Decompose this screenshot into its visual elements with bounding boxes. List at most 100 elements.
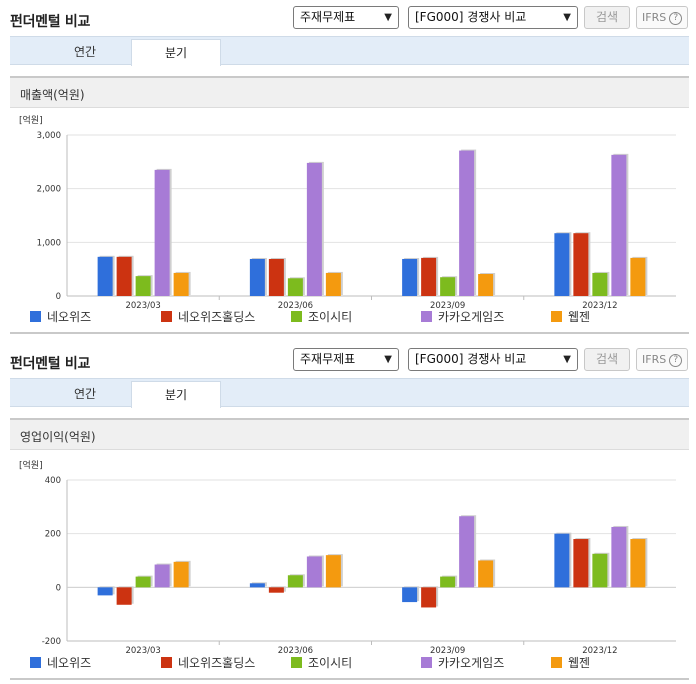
legend-label: 조이시티 [308,310,353,324]
legend-swatch [551,311,562,322]
bar[interactable] [116,587,132,605]
bar[interactable] [592,272,608,296]
legend-swatch [30,657,41,668]
legend-swatch [551,657,562,668]
bar[interactable] [268,587,284,593]
bar[interactable] [630,257,646,296]
bar[interactable] [306,162,322,296]
comparison-group-value: [FG000] 경쟁사 비교 [415,352,527,366]
bar[interactable] [611,154,627,296]
section-header: 펀더멘털 비교 주재무제표 ▼ [FG000] 경쟁사 비교 ▼ 검색 IFRS… [0,342,696,378]
legend-item[interactable]: 네오위즈 [30,310,91,324]
bar[interactable] [440,277,456,296]
statement-type-select[interactable]: 주재무제표 ▼ [293,6,399,29]
legend-swatch [291,657,302,668]
period-tabs: 연간 분기 [10,378,689,408]
legend-label: 네오위즈홀딩스 [178,656,256,670]
bar[interactable] [249,583,265,588]
fundamental-section-revenue: 펀더멘털 비교 주재무제표 ▼ [FG000] 경쟁사 비교 ▼ 검색 IFRS… [0,0,696,338]
section-title: 펀더멘털 비교 [10,356,91,372]
bar[interactable] [325,272,341,296]
legend-swatch [161,657,172,668]
legend-item[interactable]: 네오위즈 [30,656,91,670]
bar[interactable] [459,150,475,296]
bar[interactable] [459,516,475,588]
bar[interactable] [249,258,265,296]
y-tick-label: 0 [56,292,61,302]
bar[interactable] [97,256,113,296]
bar[interactable] [573,233,589,296]
y-tick-label: 200 [45,530,61,540]
comparison-group-select[interactable]: [FG000] 경쟁사 비교 ▼ [408,6,578,29]
tab-annual[interactable]: 연간 [73,45,97,59]
legend-swatch [421,657,432,668]
bar[interactable] [306,556,322,588]
legend-item[interactable]: 네오위즈홀딩스 [161,310,255,324]
legend-swatch [291,311,302,322]
x-tick-label: 2023/09 [430,301,465,311]
bar[interactable] [268,258,284,296]
bar[interactable] [154,564,170,588]
legend-item[interactable]: 조이시티 [291,310,352,324]
comparison-group-value: [FG000] 경쟁사 비교 [415,10,527,24]
ifrs-help-button[interactable]: IFRS? [636,6,688,29]
tab-quarterly[interactable]: 분기 [131,39,221,66]
bar[interactable] [325,555,341,588]
bar[interactable] [287,575,303,588]
bar[interactable] [478,273,494,296]
bar[interactable] [173,272,189,296]
chevron-down-icon: ▼ [384,354,392,365]
bar[interactable] [402,258,418,296]
bar[interactable] [154,169,170,296]
fundamental-section-operating-profit: 펀더멘털 비교 주재무제표 ▼ [FG000] 경쟁사 비교 ▼ 검색 IFRS… [0,342,696,684]
ifrs-help-button[interactable]: IFRS? [636,348,688,371]
legend-item[interactable]: 카카오게임즈 [421,310,504,324]
legend-label: 카카오게임즈 [438,656,505,670]
chart-legend: 네오위즈 네오위즈홀딩스 조이시티 카카오게임즈 웹젠 [10,310,689,326]
search-button[interactable]: 검색 [584,6,630,29]
chart-panel: 영업이익(억원) [억원] -200 0 200 400 2023/03 2023/06 20… [10,418,689,680]
bar[interactable] [421,587,437,608]
bar[interactable] [402,587,418,603]
tab-annual[interactable]: 연간 [73,387,97,401]
period-tabs: 연간 분기 [10,36,689,66]
legend-item[interactable]: 웹젠 [551,656,590,670]
legend-item[interactable]: 카카오게임즈 [421,656,504,670]
y-tick-label: 400 [45,476,61,486]
x-tick-label: 2023/06 [278,646,313,656]
bar[interactable] [554,233,570,296]
legend-item[interactable]: 조이시티 [291,656,352,670]
bar[interactable] [478,560,494,588]
comparison-group-select[interactable]: [FG000] 경쟁사 비교 ▼ [408,348,578,371]
bar[interactable] [554,533,570,588]
bar[interactable] [173,561,189,588]
y-tick-label: 2,000 [37,185,61,195]
legend-item[interactable]: 네오위즈홀딩스 [161,656,255,670]
y-unit-label: [억원] [19,114,43,126]
bar[interactable] [116,256,132,296]
bar[interactable] [135,276,151,296]
legend-label: 카카오게임즈 [438,310,505,324]
tab-quarterly[interactable]: 분기 [131,381,221,408]
bar[interactable] [630,539,646,588]
panel-header: 영업이익(억원) [10,420,689,450]
bar[interactable] [97,587,113,596]
search-button[interactable]: 검색 [584,348,630,371]
x-tick-label: 2023/12 [582,646,617,656]
bar[interactable] [135,576,151,588]
bar[interactable] [611,526,627,588]
bar[interactable] [287,278,303,296]
bar[interactable] [421,257,437,296]
chart-legend: 네오위즈 네오위즈홀딩스 조이시티 카카오게임즈 웹젠 [10,656,689,672]
legend-item[interactable]: 웹젠 [551,310,590,324]
legend-label: 조이시티 [308,656,353,670]
x-tick-label: 2023/06 [278,301,313,311]
section-header: 펀더멘털 비교 주재무제표 ▼ [FG000] 경쟁사 비교 ▼ 검색 IFRS… [0,0,696,36]
statement-type-select[interactable]: 주재무제표 ▼ [293,348,399,371]
bar[interactable] [573,539,589,588]
bar[interactable] [440,576,456,588]
x-tick-label: 2023/12 [582,301,617,311]
legend-swatch [161,311,172,322]
bar[interactable] [592,553,608,588]
y-tick-label: 3,000 [37,131,61,141]
